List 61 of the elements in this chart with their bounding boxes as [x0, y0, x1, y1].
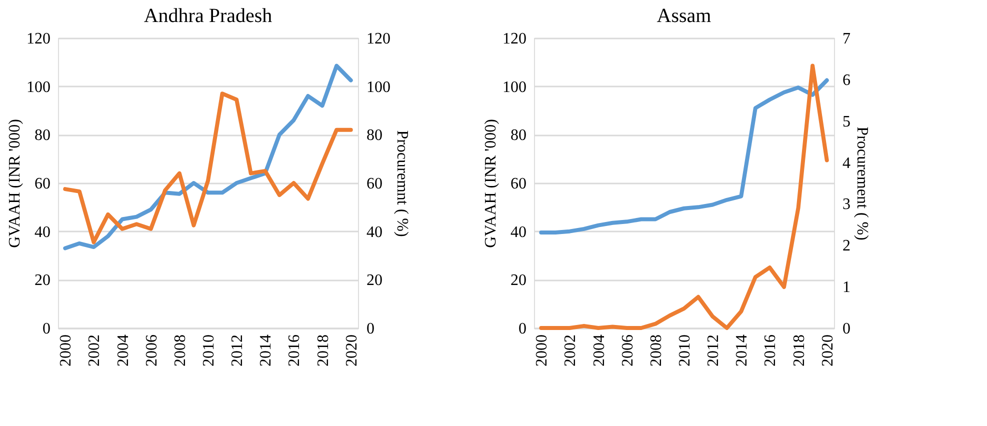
y-tick-label: 60: [34, 176, 50, 192]
x-tick-label: 2014: [258, 334, 275, 366]
y2-tick-label: 0: [366, 320, 374, 338]
x-tick-label: 2010: [676, 334, 694, 366]
y2-axis-title: Procurement ( %): [854, 126, 870, 240]
y2-tick-label: 7: [842, 30, 850, 48]
y2-tick-label: 5: [842, 113, 850, 130]
y2-tick-label: 6: [842, 72, 850, 89]
y2-tick-label: 0: [842, 320, 850, 338]
y-axis-title: GVAAH (INR '000): [482, 119, 500, 248]
x-tick-label: 2006: [619, 334, 636, 366]
x-tick-label: 2020: [819, 334, 836, 366]
x-tick-label: 2018: [790, 334, 808, 366]
y-tick-label: 0: [42, 320, 50, 338]
y-tick-label: 60: [510, 176, 526, 192]
x-tick-label: 2000: [534, 334, 551, 366]
y2-tick-label: 4: [842, 154, 850, 172]
x-tick-label: 2008: [172, 334, 189, 366]
x-tick-label: 2008: [648, 334, 665, 366]
x-tick-label: 2004: [590, 334, 608, 366]
x-tick-label: 2006: [143, 334, 160, 366]
x-tick-label: 2016: [286, 334, 304, 366]
y-tick-label: 40: [34, 224, 50, 241]
x-tick-label: 2018: [314, 334, 332, 366]
y-tick-label: 100: [502, 78, 526, 96]
y2-tick-label: 2: [842, 238, 850, 255]
y-tick-label: 20: [510, 272, 526, 290]
x-tick-label: 2020: [343, 334, 360, 366]
y-tick-label: 20: [34, 272, 50, 290]
line-series: [63, 64, 353, 250]
y2-tick-label: 3: [842, 196, 850, 214]
y2-axis-title: Procuremnt ( %): [394, 130, 410, 237]
chart-title: Assam: [656, 5, 712, 27]
x-tick-label: 2016: [762, 334, 780, 366]
x-tick-label: 2004: [114, 334, 132, 366]
y2-tick-label: 60: [366, 176, 382, 192]
x-tick-label: 2012: [705, 334, 722, 366]
y-axis-title: GVAAH (INR '000): [6, 119, 24, 248]
x-tick-label: 2000: [58, 334, 75, 366]
x-tick-label: 2010: [200, 334, 218, 366]
y2-tick-label: 1: [842, 279, 850, 296]
y-tick-label: 40: [510, 224, 526, 241]
y2-tick-label: 40: [366, 224, 382, 241]
line-series: [63, 92, 353, 244]
y-tick-label: 80: [34, 127, 50, 144]
y-tick-label: 0: [518, 320, 526, 338]
x-tick-label: 2002: [86, 334, 104, 366]
y-tick-label: 100: [26, 78, 50, 96]
y-tick-label: 120: [26, 30, 50, 48]
line-series: [539, 78, 829, 235]
x-tick-label: 2012: [229, 334, 246, 366]
x-tick-label: 2002: [562, 334, 580, 366]
y2-tick-label: 80: [366, 127, 382, 144]
x-tick-label: 2014: [734, 334, 751, 366]
y2-tick-label: 120: [366, 30, 390, 48]
line-series: [539, 64, 829, 330]
y-tick-label: 80: [510, 127, 526, 144]
y2-tick-label: 100: [366, 78, 390, 96]
y2-tick-label: 20: [366, 272, 382, 290]
chart-title: Andhra Pradesh: [144, 5, 272, 27]
y-tick-label: 120: [502, 30, 526, 48]
